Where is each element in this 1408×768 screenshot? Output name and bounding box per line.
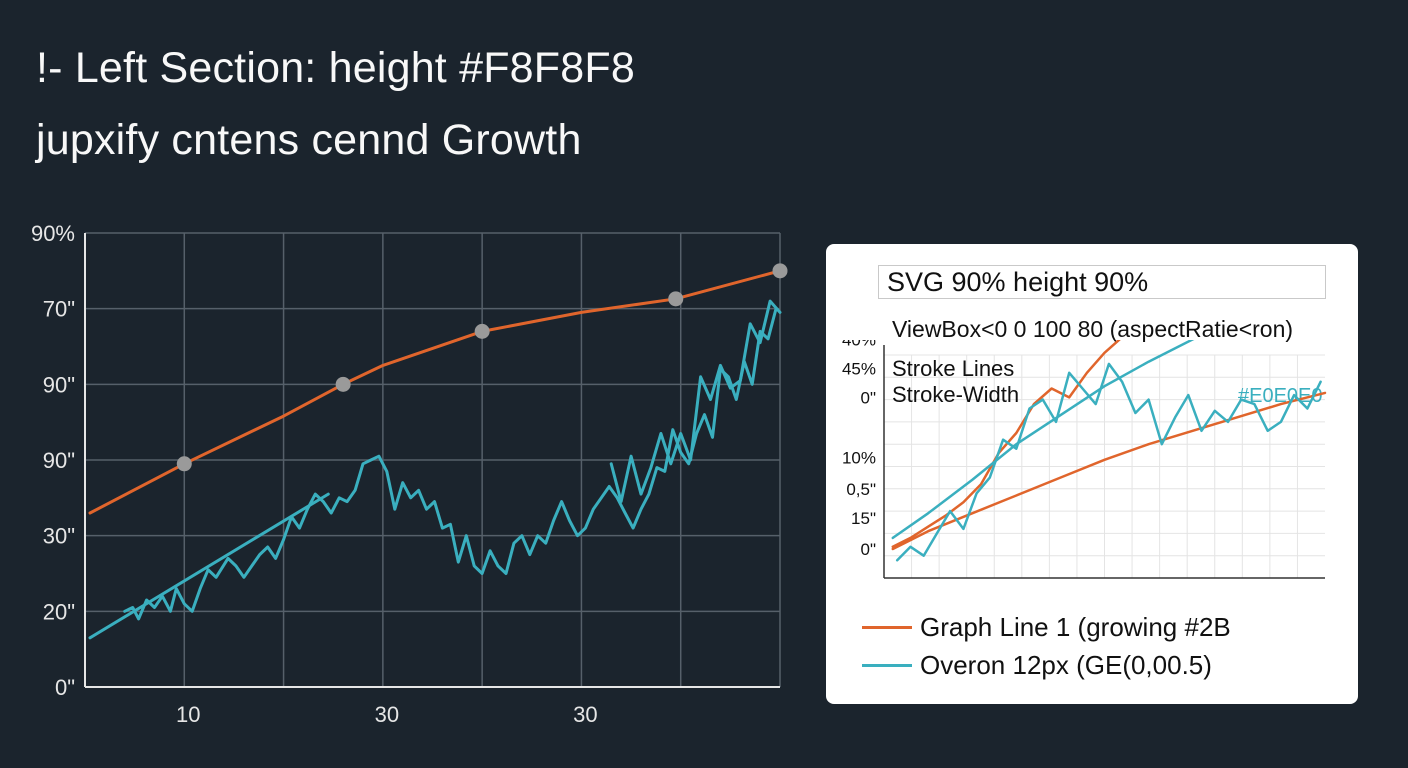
svg-info-panel: SVG 90% height 90% ViewBox<0 0 100 80 (a…: [826, 244, 1358, 704]
series-line: [609, 299, 782, 504]
y-tick-label: 30": [43, 524, 75, 549]
legend-swatch-orange: [862, 625, 912, 629]
series-line: [88, 492, 330, 640]
series-line: [88, 269, 782, 515]
data-point-marker: [474, 323, 490, 339]
chart-annotation: Stroke Lines: [892, 356, 1014, 381]
y-tick-label: 90%: [31, 221, 75, 246]
data-point-marker: [176, 456, 192, 472]
data-point-marker: [335, 376, 351, 392]
inset-chart: 0"15"0,5"10%0"45%40%45%Stroke LinesStrok…: [842, 340, 1327, 579]
legend-item-teal: Overon 12px (GE(0,00.5): [862, 646, 1231, 684]
y-tick-label: 0": [55, 675, 75, 700]
legend-label: Overon 12px (GE(0,00.5): [920, 649, 1212, 680]
x-tick-label: 30: [573, 702, 597, 727]
y-tick-label: 90": [43, 448, 75, 473]
chart-annotation: Stroke-Width: [892, 382, 1019, 407]
legend-label: Graph Line 1 (growing #2B: [920, 611, 1231, 642]
page-subtitle: jupxify cntens cennd Growth: [36, 116, 582, 164]
y-tick-label: 0,5": [846, 480, 876, 499]
series-line: [891, 340, 1195, 540]
legend-swatch-teal: [862, 663, 912, 667]
y-tick-label: 90": [43, 372, 75, 397]
data-point-marker: [772, 263, 788, 279]
x-tick-label: 30: [375, 702, 399, 727]
y-tick-label: 0": [861, 540, 877, 559]
data-point-marker: [668, 291, 684, 307]
y-tick-label: 40%: [842, 340, 876, 349]
page-title: !- Left Section: height #F8F8F8: [36, 44, 635, 92]
y-tick-label: 0": [861, 388, 877, 407]
main-growth-chart: 0" 20" 30" 90" 90" 70" 90% 10 30 30: [31, 221, 788, 727]
y-tick-label: 15": [851, 509, 876, 528]
y-tick-label: 45%: [842, 359, 876, 378]
x-tick-label: 10: [176, 702, 200, 727]
y-tick-label: 70": [43, 297, 75, 322]
series-line: [895, 362, 1322, 562]
inset-legend: Graph Line 1 (growing #2B Overon 12px (G…: [862, 608, 1231, 684]
legend-item-orange: Graph Line 1 (growing #2B: [862, 608, 1231, 646]
y-tick-label: 10%: [842, 449, 876, 468]
series-line: [123, 307, 778, 621]
svg-size-label: SVG 90% height 90%: [878, 265, 1326, 299]
y-tick-label: 20": [43, 599, 75, 624]
viewbox-label: ViewBox<0 0 100 80 (aspectRatie<ron): [892, 316, 1294, 342]
